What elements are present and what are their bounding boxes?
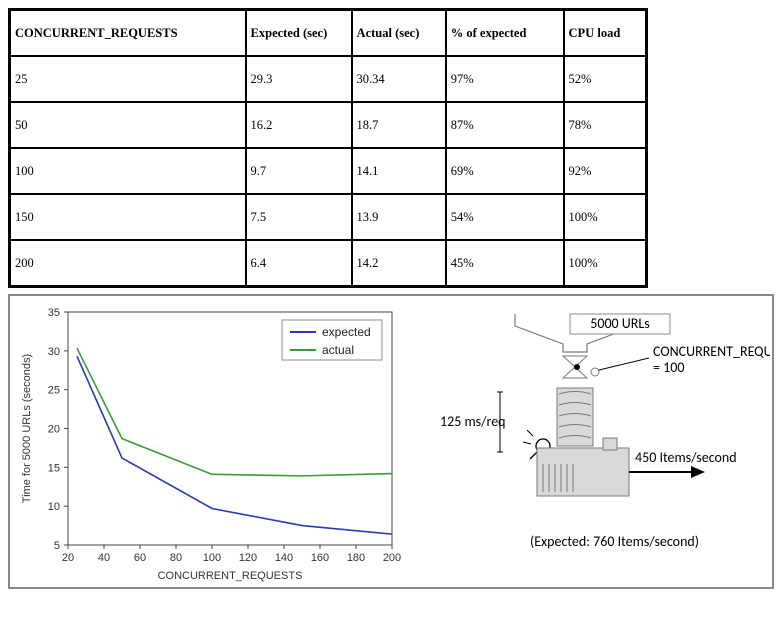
table-cell: 100 xyxy=(10,148,246,194)
svg-text:30: 30 xyxy=(48,346,60,358)
line-chart: 20 40 60 80 100 120 140 160 180 200 5 10 15 20 25 30 35 C… xyxy=(16,302,406,585)
table-cell: 7.5 xyxy=(246,194,352,240)
table-cell: 50 xyxy=(10,102,246,148)
pipeline-diagram: 5000 URLsCONCURRENT_REQUESTS= 100 125 ms/… xyxy=(420,296,770,589)
svg-text:450 Items/second: 450 Items/second xyxy=(635,449,737,466)
col-concurrent: CONCURRENT_REQUESTS xyxy=(10,10,246,56)
figure-panel: 20 40 60 80 100 120 140 160 180 200 5 10 15 20 25 30 35 C… xyxy=(8,294,774,589)
svg-text:60: 60 xyxy=(134,552,146,564)
col-cpuload: CPU load xyxy=(564,10,646,56)
svg-text:CONCURRENT_REQUESTS: CONCURRENT_REQUESTS xyxy=(158,570,303,582)
svg-text:expected: expected xyxy=(322,325,371,339)
svg-text:15: 15 xyxy=(48,462,60,474)
table-cell: 13.9 xyxy=(352,194,446,240)
svg-text:actual: actual xyxy=(322,343,354,357)
svg-text:140: 140 xyxy=(275,552,293,564)
svg-text:20: 20 xyxy=(48,424,60,436)
table-cell: 87% xyxy=(446,102,564,148)
svg-text:= 100: = 100 xyxy=(653,359,684,376)
table-header-row: CONCURRENT_REQUESTS Expected (sec) Actua… xyxy=(10,10,646,56)
col-percent: % of expected xyxy=(446,10,564,56)
col-expected: Expected (sec) xyxy=(246,10,352,56)
svg-text:Time for 5000 URLs (seconds): Time for 5000 URLs (seconds) xyxy=(21,354,33,503)
table-cell: 14.2 xyxy=(352,240,446,286)
table-cell: 78% xyxy=(564,102,646,148)
table-cell: 25 xyxy=(10,56,246,102)
table-cell: 16.2 xyxy=(246,102,352,148)
table-cell: 9.7 xyxy=(246,148,352,194)
svg-text:200: 200 xyxy=(383,552,401,564)
table-cell: 45% xyxy=(446,240,564,286)
table-cell: 97% xyxy=(446,56,564,102)
table-row: 2006.414.245%100% xyxy=(10,240,646,286)
svg-text:25: 25 xyxy=(48,385,60,397)
svg-text:35: 35 xyxy=(48,307,60,319)
table-cell: 18.7 xyxy=(352,102,446,148)
table-cell: 69% xyxy=(446,148,564,194)
svg-text:125 ms/req: 125 ms/req xyxy=(440,413,506,430)
table-row: 5016.218.787%78% xyxy=(10,102,646,148)
svg-text:20: 20 xyxy=(62,552,74,564)
table-row: 1009.714.169%92% xyxy=(10,148,646,194)
svg-text:180: 180 xyxy=(347,552,365,564)
svg-text:160: 160 xyxy=(311,552,329,564)
svg-text:80: 80 xyxy=(170,552,182,564)
table-row: 2529.330.3497%52% xyxy=(10,56,646,102)
svg-text:5: 5 xyxy=(54,540,60,552)
table-cell: 150 xyxy=(10,194,246,240)
table-cell: 30.34 xyxy=(352,56,446,102)
table-cell: 6.4 xyxy=(246,240,352,286)
svg-text:(Expected: 760 Items/second): (Expected: 760 Items/second) xyxy=(530,533,699,550)
svg-text:5000 URLs: 5000 URLs xyxy=(590,315,650,332)
svg-text:10: 10 xyxy=(48,501,60,513)
table-body: 2529.330.3497%52%5016.218.787%78%1009.71… xyxy=(10,56,646,286)
table-cell: 54% xyxy=(446,194,564,240)
svg-text:100: 100 xyxy=(203,552,221,564)
table-cell: 29.3 xyxy=(246,56,352,102)
svg-text:40: 40 xyxy=(98,552,110,564)
table-cell: 14.1 xyxy=(352,148,446,194)
table-cell: 52% xyxy=(564,56,646,102)
table-row: 1507.513.954%100% xyxy=(10,194,646,240)
svg-text:120: 120 xyxy=(239,552,257,564)
table-cell: 100% xyxy=(564,240,646,286)
performance-table: CONCURRENT_REQUESTS Expected (sec) Actua… xyxy=(8,8,648,288)
table-cell: 100% xyxy=(564,194,646,240)
table-cell: 200 xyxy=(10,240,246,286)
table-cell: 92% xyxy=(564,148,646,194)
col-actual: Actual (sec) xyxy=(352,10,446,56)
svg-text:CONCURRENT_REQUESTS: CONCURRENT_REQUESTS xyxy=(653,343,770,360)
